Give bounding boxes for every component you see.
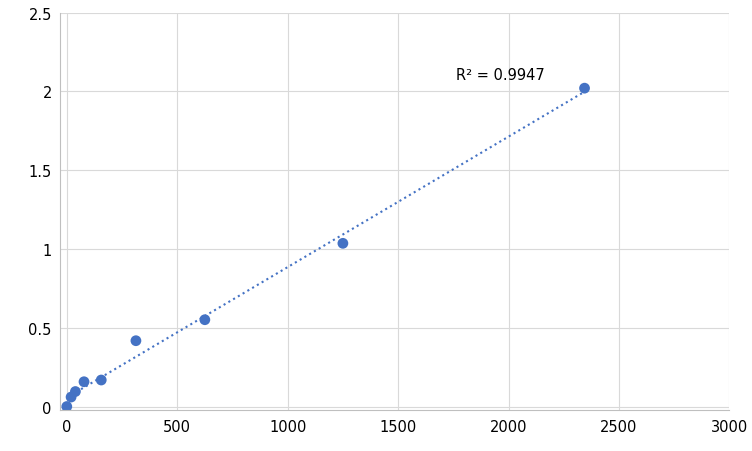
Point <box>130 337 142 345</box>
Point <box>78 378 90 386</box>
Point <box>578 85 590 92</box>
Point <box>69 388 81 395</box>
Point <box>199 317 211 324</box>
Point <box>96 377 108 384</box>
Point <box>337 240 349 248</box>
Point <box>61 403 73 410</box>
Text: R² = 0.9947: R² = 0.9947 <box>456 68 544 83</box>
Point <box>65 394 77 401</box>
